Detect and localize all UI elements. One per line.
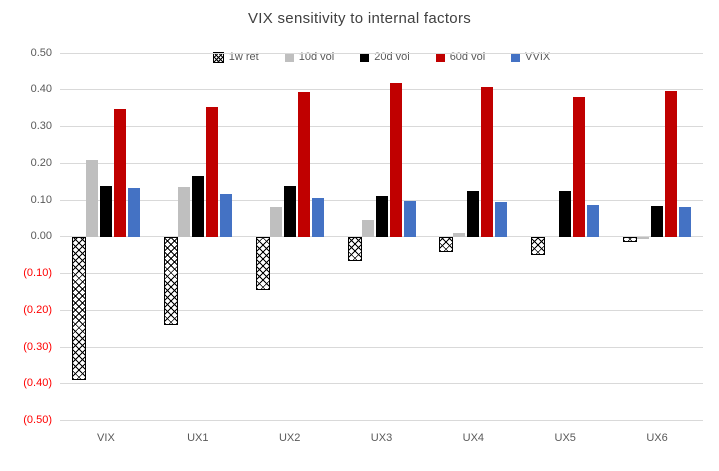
- bar-20d-vol-ux1: [191, 176, 204, 237]
- legend-item-20d-vol: 20d vol: [360, 51, 410, 63]
- bar-60d-vol-ux5: [573, 97, 586, 237]
- bar-1w-ret-ux6: [623, 236, 638, 243]
- bar-60d-vol-ux3: [389, 83, 402, 237]
- legend-swatch-icon: [511, 52, 521, 62]
- bar-10d-vol-ux4: [453, 233, 466, 237]
- y-axis-tick-label: (0.50): [23, 414, 52, 426]
- bar-10d-vol-ux6: [637, 236, 650, 239]
- legend-item-60d-vol: 60d vol: [435, 51, 486, 63]
- legend-item-vvix: VVIX: [511, 51, 550, 63]
- bar-10d-vol-ux2: [269, 207, 282, 237]
- bar-vvix-ux5: [587, 205, 600, 237]
- gridline: [60, 346, 703, 348]
- legend-label: 60d vol: [449, 51, 486, 63]
- y-axis-tick-label: (0.20): [23, 303, 52, 316]
- bar-vvix-ux4: [495, 201, 508, 237]
- bar-vvix-ux2: [311, 197, 324, 237]
- y-axis-tick-label: (0.40): [23, 377, 52, 390]
- bar-20d-vol-vix: [99, 186, 112, 237]
- legend-item-1w-ret: 1w ret: [212, 51, 259, 63]
- x-axis-category-label: UX6: [646, 432, 668, 444]
- y-axis-tick-label: (0.30): [23, 340, 52, 353]
- bar-vvix-ux1: [219, 194, 232, 237]
- chart-title: VIX sensitivity to internal factors: [247, 10, 472, 27]
- legend-item-10d-vol: 10d vol: [284, 51, 335, 63]
- bar-vvix-ux6: [679, 206, 692, 237]
- gridline: [60, 309, 703, 311]
- bar-vvix-vix: [127, 187, 140, 237]
- y-axis-tick-label: (0.10): [23, 267, 52, 279]
- bar-1w-ret-ux5: [531, 236, 546, 256]
- bar-1w-ret-ux3: [347, 236, 362, 261]
- y-axis-tick-label: 0.10: [30, 193, 52, 206]
- gridline: [60, 52, 703, 54]
- bar-1w-ret-vix: [71, 236, 86, 381]
- bar-20d-vol-ux2: [283, 186, 296, 237]
- bar-10d-vol-ux1: [177, 187, 190, 237]
- y-axis-tick-label: 0.00: [30, 230, 52, 243]
- gridline: [60, 273, 703, 274]
- legend-label: VVIX: [525, 51, 551, 63]
- gridline: [60, 236, 703, 238]
- legend-swatch-icon: [435, 52, 445, 62]
- gridline: [60, 420, 703, 421]
- bar-60d-vol-ux1: [205, 107, 218, 237]
- gridline: [60, 383, 703, 385]
- x-axis-category-label: UX3: [370, 432, 393, 444]
- x-axis-category-label: UX1: [187, 432, 209, 444]
- bar-60d-vol-ux2: [297, 91, 310, 237]
- bar-60d-vol-ux4: [481, 87, 494, 237]
- gridline: [60, 126, 703, 127]
- bar-1w-ret-ux1: [163, 236, 178, 326]
- bar-1w-ret-ux4: [439, 236, 454, 252]
- legend-label: 10d vol: [298, 51, 335, 63]
- y-axis-tick-label: 0.20: [30, 156, 52, 169]
- legend-label: 1w ret: [228, 51, 259, 63]
- bar-20d-vol-ux6: [651, 206, 664, 237]
- bar-1w-ret-ux2: [255, 236, 270, 291]
- legend-swatch-icon: [284, 52, 294, 62]
- bar-20d-vol-ux4: [467, 190, 480, 237]
- x-axis-category-label: UX4: [462, 432, 485, 444]
- legend-swatch-icon: [360, 52, 370, 62]
- bar-60d-vol-vix: [113, 109, 126, 237]
- bar-10d-vol-ux3: [361, 220, 374, 237]
- y-axis-tick-label: 0.40: [30, 83, 52, 96]
- gridline: [60, 162, 703, 164]
- legend: 1w ret 10d vol 20d vol 60d vol VVIX: [60, 51, 703, 63]
- y-axis-tick-label: 0.30: [30, 120, 52, 132]
- legend-label: 20d vol: [374, 51, 410, 63]
- bar-10d-vol-vix: [85, 159, 98, 237]
- y-axis-tick-label: 0.50: [30, 46, 52, 59]
- x-axis-category-label: UX2: [278, 432, 301, 444]
- bar-20d-vol-ux5: [559, 191, 572, 237]
- x-axis-category-label: VIX: [97, 432, 115, 444]
- x-axis-category-label: UX5: [554, 432, 576, 444]
- gridline: [60, 89, 703, 91]
- legend-swatch-icon: [212, 51, 224, 63]
- bar-20d-vol-ux3: [375, 196, 388, 237]
- bar-60d-vol-ux6: [665, 91, 678, 237]
- bar-vvix-ux3: [403, 201, 416, 237]
